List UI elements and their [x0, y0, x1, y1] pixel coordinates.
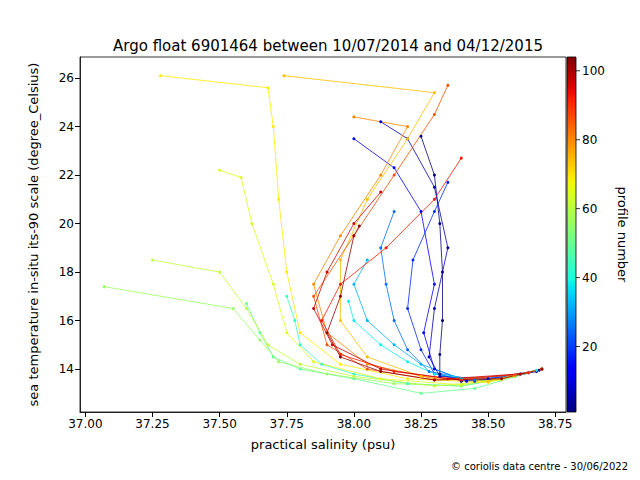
svg-text:22: 22: [59, 168, 74, 182]
svg-text:sea temperature in-situ its-90: sea temperature in-situ its-90 scale (de…: [26, 63, 41, 407]
svg-text:Argo float 6901464 between 10/: Argo float 6901464 between 10/07/2014 an…: [113, 37, 543, 55]
svg-text:18: 18: [59, 265, 74, 279]
svg-text:20: 20: [59, 217, 74, 231]
svg-text:37.75: 37.75: [270, 417, 304, 431]
svg-text:60: 60: [582, 202, 597, 216]
svg-text:37.25: 37.25: [135, 417, 169, 431]
svg-text:38.25: 38.25: [404, 417, 438, 431]
svg-text:38.75: 38.75: [538, 417, 572, 431]
svg-text:38.00: 38.00: [337, 417, 371, 431]
svg-text:38.50: 38.50: [471, 417, 505, 431]
svg-text:© coriolis data centre - 30/06: © coriolis data centre - 30/06/2022: [451, 461, 628, 472]
svg-text:24: 24: [59, 120, 74, 134]
svg-text:14: 14: [59, 362, 74, 376]
svg-text:80: 80: [582, 133, 597, 147]
svg-text:37.50: 37.50: [202, 417, 236, 431]
svg-text:37.00: 37.00: [68, 417, 102, 431]
svg-text:16: 16: [59, 314, 74, 328]
svg-text:practical salinity (psu): practical salinity (psu): [251, 437, 395, 452]
svg-text:100: 100: [582, 64, 605, 78]
svg-text:40: 40: [582, 271, 597, 285]
svg-text:profile number: profile number: [615, 187, 630, 284]
svg-text:20: 20: [582, 340, 597, 354]
svg-text:26: 26: [59, 71, 74, 85]
